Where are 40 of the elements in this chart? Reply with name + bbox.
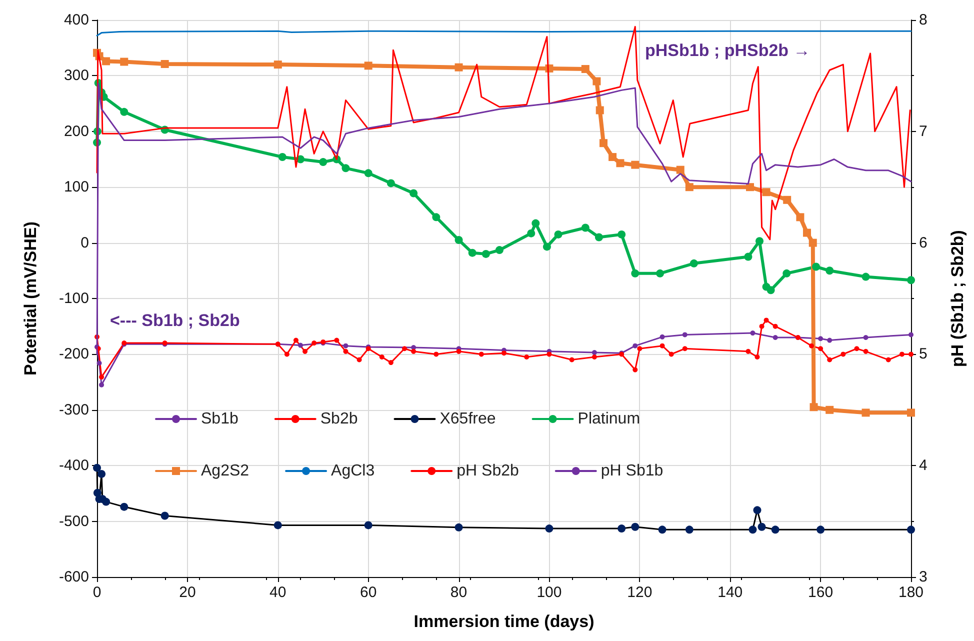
y-tick-label: 100 [64,178,89,196]
legend-label: Ag2S2 [201,462,250,480]
y-tick-label: 400 [64,12,89,28]
x-tick-label: 140 [718,584,743,601]
legend-label: X65free [440,410,496,428]
legend-label: pH Sb1b [600,462,664,480]
x-tick-label: 100 [536,584,562,601]
y-tick-label: -600 [58,568,89,586]
x-tick-label: 60 [360,584,377,601]
x-tick-label: 40 [270,584,286,601]
legend-label: Platinum [578,410,640,428]
y2-tick-label: 6 [919,234,928,252]
legend-label: Sb1b [201,410,238,428]
y-tick-label: 0 [80,234,89,252]
y-tick-label: -200 [58,346,89,363]
y2-tick-label: 4 [919,457,928,474]
x-axis-title: Immersion time (days) [414,612,594,631]
annotation: pHSb1b ; pHSb2b → [645,41,810,60]
y-tick-label: -100 [58,290,89,307]
annotation: <--- Sb1b ; Sb2b [110,311,240,330]
y-axis-title: Potential (mV/SHE) [21,222,40,376]
x-tick-label: 0 [92,584,102,601]
legend-label: Sb2b [320,410,358,428]
x-tick-label: 180 [898,584,924,601]
x-tick-label: 120 [627,584,652,601]
y2-tick-label: 8 [919,12,928,28]
y-tick-label: 200 [64,122,89,140]
y-tick-label: -500 [58,512,89,530]
y2-axis-title: pH (Sb1b ; Sb2b) [948,230,967,367]
y-tick-label: -300 [58,401,89,418]
legend-label: pH Sb2b [456,462,519,480]
x-tick-label: 160 [808,584,834,601]
y2-tick-label: 3 [919,568,928,586]
y-tick-label: -400 [58,457,89,474]
legend-label: AgCl3 [331,462,375,480]
x-tick-label: 20 [179,584,196,601]
y2-tick-label: 7 [919,122,928,140]
y2-tick-label: 5 [919,346,928,363]
x-tick-label: 80 [450,584,468,601]
y-tick-label: 300 [64,67,89,84]
